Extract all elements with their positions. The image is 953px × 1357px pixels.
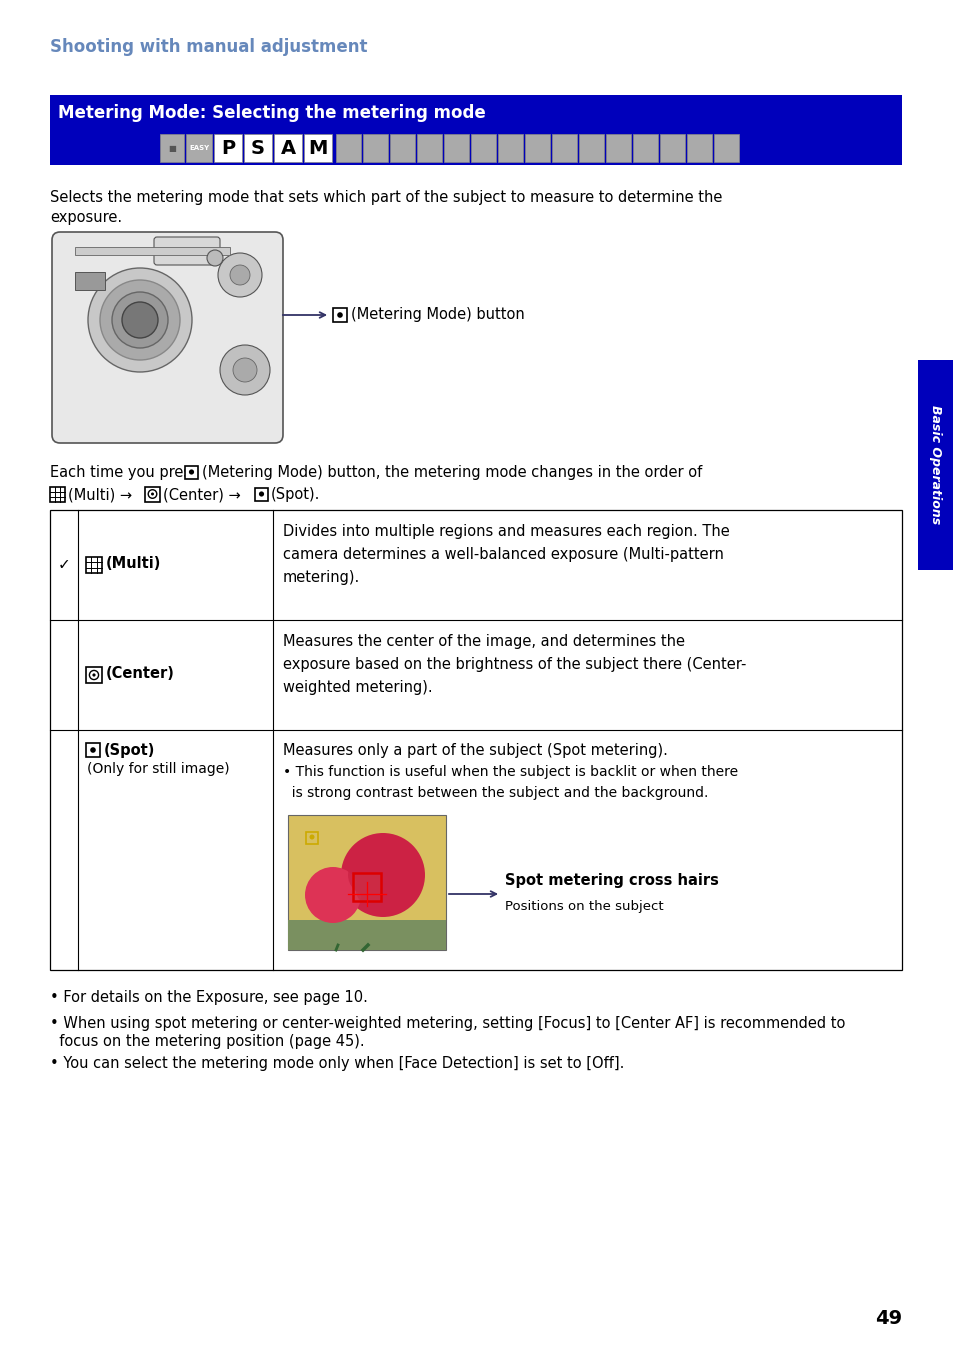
Text: (Spot): (Spot): [104, 744, 155, 759]
Bar: [244, 134, 272, 161]
Circle shape: [112, 292, 168, 347]
Circle shape: [218, 252, 262, 297]
Bar: [50, 95, 901, 132]
Text: EASY: EASY: [189, 145, 209, 151]
Circle shape: [355, 868, 395, 908]
Bar: [497, 134, 522, 161]
Bar: [333, 308, 347, 322]
Circle shape: [370, 841, 410, 882]
Text: (Multi): (Multi): [106, 556, 161, 571]
Circle shape: [233, 358, 256, 383]
Bar: [86, 556, 102, 573]
Circle shape: [230, 265, 250, 285]
Bar: [605, 134, 630, 161]
Text: ✓: ✓: [57, 558, 71, 573]
Bar: [86, 744, 100, 757]
Text: (Center) →: (Center) →: [163, 487, 240, 502]
Bar: [186, 134, 212, 161]
Bar: [288, 920, 446, 950]
Circle shape: [207, 250, 223, 266]
Circle shape: [309, 835, 314, 840]
Circle shape: [91, 748, 95, 753]
Bar: [304, 134, 332, 161]
Circle shape: [370, 868, 410, 908]
Bar: [524, 134, 550, 161]
Text: • This function is useful when the subject is backlit or when there
  is strong : • This function is useful when the subje…: [283, 765, 738, 799]
Bar: [50, 487, 65, 502]
FancyBboxPatch shape: [52, 232, 283, 442]
Bar: [50, 132, 901, 166]
Bar: [145, 487, 160, 502]
Circle shape: [220, 345, 270, 395]
Bar: [578, 134, 603, 161]
FancyBboxPatch shape: [153, 237, 220, 265]
Bar: [471, 134, 496, 161]
Bar: [633, 134, 658, 161]
Text: 49: 49: [874, 1310, 901, 1329]
Text: • You can select the metering mode only when [Face Detection] is set to [Off].: • You can select the metering mode only …: [50, 1056, 623, 1071]
Circle shape: [100, 280, 180, 360]
Text: Basic Operations: Basic Operations: [928, 406, 942, 525]
Text: P: P: [221, 138, 234, 157]
Text: S: S: [251, 138, 265, 157]
Bar: [75, 247, 230, 255]
Bar: [160, 134, 184, 161]
Text: exposure.: exposure.: [50, 210, 122, 225]
Bar: [274, 134, 302, 161]
Bar: [254, 487, 268, 501]
Bar: [713, 134, 739, 161]
Text: Shooting with manual adjustment: Shooting with manual adjustment: [50, 38, 367, 56]
Bar: [335, 134, 360, 161]
Text: Selects the metering mode that sets which part of the subject to measure to dete: Selects the metering mode that sets whic…: [50, 190, 721, 205]
Bar: [686, 134, 711, 161]
Text: Spot metering cross hairs: Spot metering cross hairs: [504, 873, 719, 887]
Circle shape: [305, 867, 360, 923]
Text: Divides into multiple regions and measures each region. The
camera determines a : Divides into multiple regions and measur…: [283, 524, 729, 585]
Bar: [353, 873, 380, 901]
Bar: [416, 134, 441, 161]
Text: (Multi) →: (Multi) →: [68, 487, 132, 502]
Text: (Spot).: (Spot).: [271, 487, 320, 502]
Circle shape: [348, 855, 388, 896]
Bar: [917, 360, 953, 570]
Bar: [353, 873, 380, 901]
Circle shape: [189, 470, 193, 475]
Text: focus on the metering position (page 45).: focus on the metering position (page 45)…: [50, 1034, 364, 1049]
Bar: [363, 134, 388, 161]
Text: Measures only a part of the subject (Spot metering).: Measures only a part of the subject (Spo…: [283, 744, 667, 759]
Text: M: M: [308, 138, 327, 157]
Text: (Center): (Center): [106, 666, 174, 681]
Circle shape: [336, 312, 342, 318]
Bar: [86, 668, 102, 683]
Text: ■: ■: [168, 144, 175, 152]
Text: (Metering Mode) button: (Metering Mode) button: [351, 307, 524, 322]
Text: • For details on the Exposure, see page 10.: • For details on the Exposure, see page …: [50, 991, 368, 1006]
Bar: [659, 134, 684, 161]
Text: (Metering Mode) button, the metering mode changes in the order of: (Metering Mode) button, the metering mod…: [202, 465, 701, 480]
Circle shape: [340, 833, 424, 917]
Bar: [75, 271, 105, 290]
Circle shape: [92, 673, 95, 677]
Circle shape: [151, 493, 153, 495]
Bar: [443, 134, 469, 161]
Text: Positions on the subject: Positions on the subject: [504, 900, 663, 913]
Text: Metering Mode: Selecting the metering mode: Metering Mode: Selecting the metering mo…: [58, 104, 485, 122]
Circle shape: [88, 267, 192, 372]
Bar: [288, 816, 446, 950]
Text: Each time you press: Each time you press: [50, 465, 198, 480]
Circle shape: [258, 491, 264, 497]
Circle shape: [122, 303, 158, 338]
Text: Measures the center of the image, and determines the
exposure based on the brigh: Measures the center of the image, and de…: [283, 634, 745, 695]
Bar: [50, 510, 901, 970]
Bar: [185, 465, 198, 479]
Bar: [306, 832, 317, 844]
Text: • When using spot metering or center-weighted metering, setting [Focus] to [Cent: • When using spot metering or center-wei…: [50, 1016, 844, 1031]
Bar: [552, 134, 577, 161]
Bar: [213, 134, 242, 161]
Bar: [390, 134, 415, 161]
Circle shape: [377, 855, 417, 896]
Text: (Only for still image): (Only for still image): [87, 763, 230, 776]
Text: A: A: [280, 138, 295, 157]
Circle shape: [355, 841, 395, 882]
